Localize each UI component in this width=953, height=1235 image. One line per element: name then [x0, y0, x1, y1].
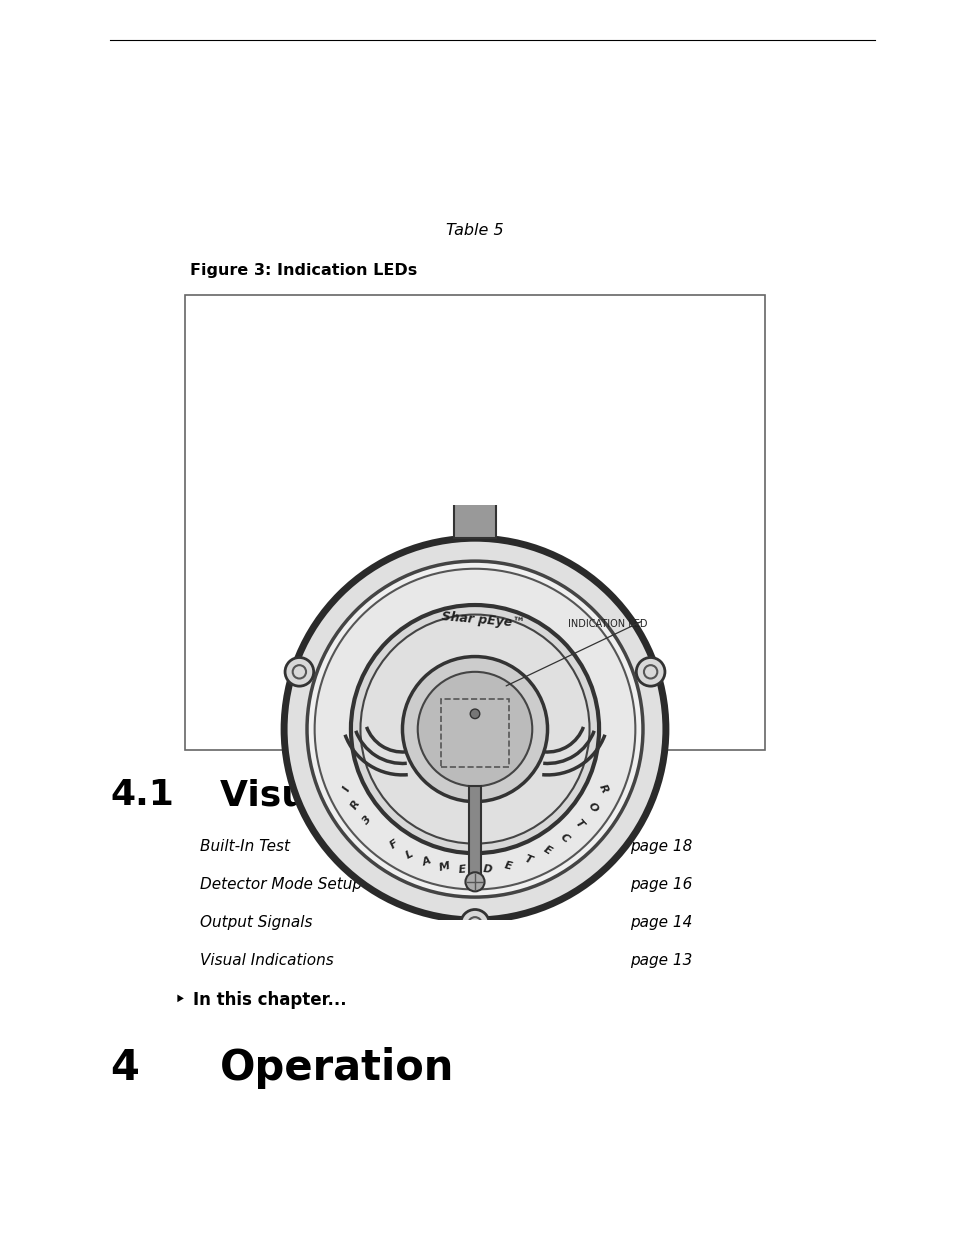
Text: 4.1: 4.1 — [110, 778, 173, 811]
Text: Operation: Operation — [220, 1047, 454, 1089]
Text: D: D — [482, 864, 492, 876]
Text: Table 5: Table 5 — [446, 224, 503, 238]
Circle shape — [470, 709, 479, 719]
Text: Output Signals: Output Signals — [200, 915, 313, 930]
Text: INDICATION LED: INDICATION LED — [568, 619, 647, 629]
Circle shape — [307, 561, 642, 897]
Text: Figure 3: Indication LEDs: Figure 3: Indication LEDs — [190, 263, 416, 278]
Text: T: T — [522, 853, 533, 866]
Bar — [448, 443, 501, 496]
Text: M: M — [437, 861, 451, 873]
Circle shape — [314, 569, 635, 889]
Text: R: R — [349, 799, 362, 811]
Text: T: T — [573, 818, 585, 830]
Text: A: A — [420, 856, 432, 868]
Text: E: E — [503, 861, 513, 872]
Circle shape — [402, 657, 547, 802]
Circle shape — [417, 672, 532, 787]
Circle shape — [460, 909, 489, 939]
Text: 3: 3 — [360, 814, 373, 826]
FancyArrowPatch shape — [506, 621, 640, 685]
Text: Shar pEye™: Shar pEye™ — [440, 610, 524, 630]
Text: F: F — [388, 839, 399, 851]
Bar — [469, 787, 480, 882]
Circle shape — [636, 657, 664, 687]
Text: page 14: page 14 — [629, 915, 692, 930]
Text: C: C — [558, 832, 570, 845]
Text: In this chapter...: In this chapter... — [193, 990, 346, 1009]
Text: page 13: page 13 — [629, 953, 692, 968]
Circle shape — [285, 657, 314, 687]
Text: Built-In Test: Built-In Test — [200, 839, 290, 853]
Text: O: O — [585, 800, 598, 814]
Circle shape — [284, 538, 665, 920]
Bar — [440, 699, 509, 767]
Text: E: E — [458, 864, 466, 876]
Bar — [454, 496, 496, 538]
Text: ‣: ‣ — [174, 990, 186, 1009]
Text: Visual Indications: Visual Indications — [200, 953, 334, 968]
Text: page 18: page 18 — [629, 839, 692, 853]
Circle shape — [351, 605, 598, 853]
Text: L: L — [404, 848, 415, 861]
Text: page 16: page 16 — [629, 877, 692, 892]
Text: Visual Indications: Visual Indications — [220, 778, 580, 811]
Text: R: R — [596, 783, 609, 795]
Bar — [185, 295, 764, 750]
Bar — [450, 396, 499, 443]
Text: I: I — [341, 784, 352, 793]
Text: 4: 4 — [110, 1047, 139, 1089]
Text: E: E — [540, 845, 553, 857]
Text: Detector Mode Setup: Detector Mode Setup — [200, 877, 361, 892]
Circle shape — [360, 615, 589, 844]
Circle shape — [465, 872, 484, 892]
